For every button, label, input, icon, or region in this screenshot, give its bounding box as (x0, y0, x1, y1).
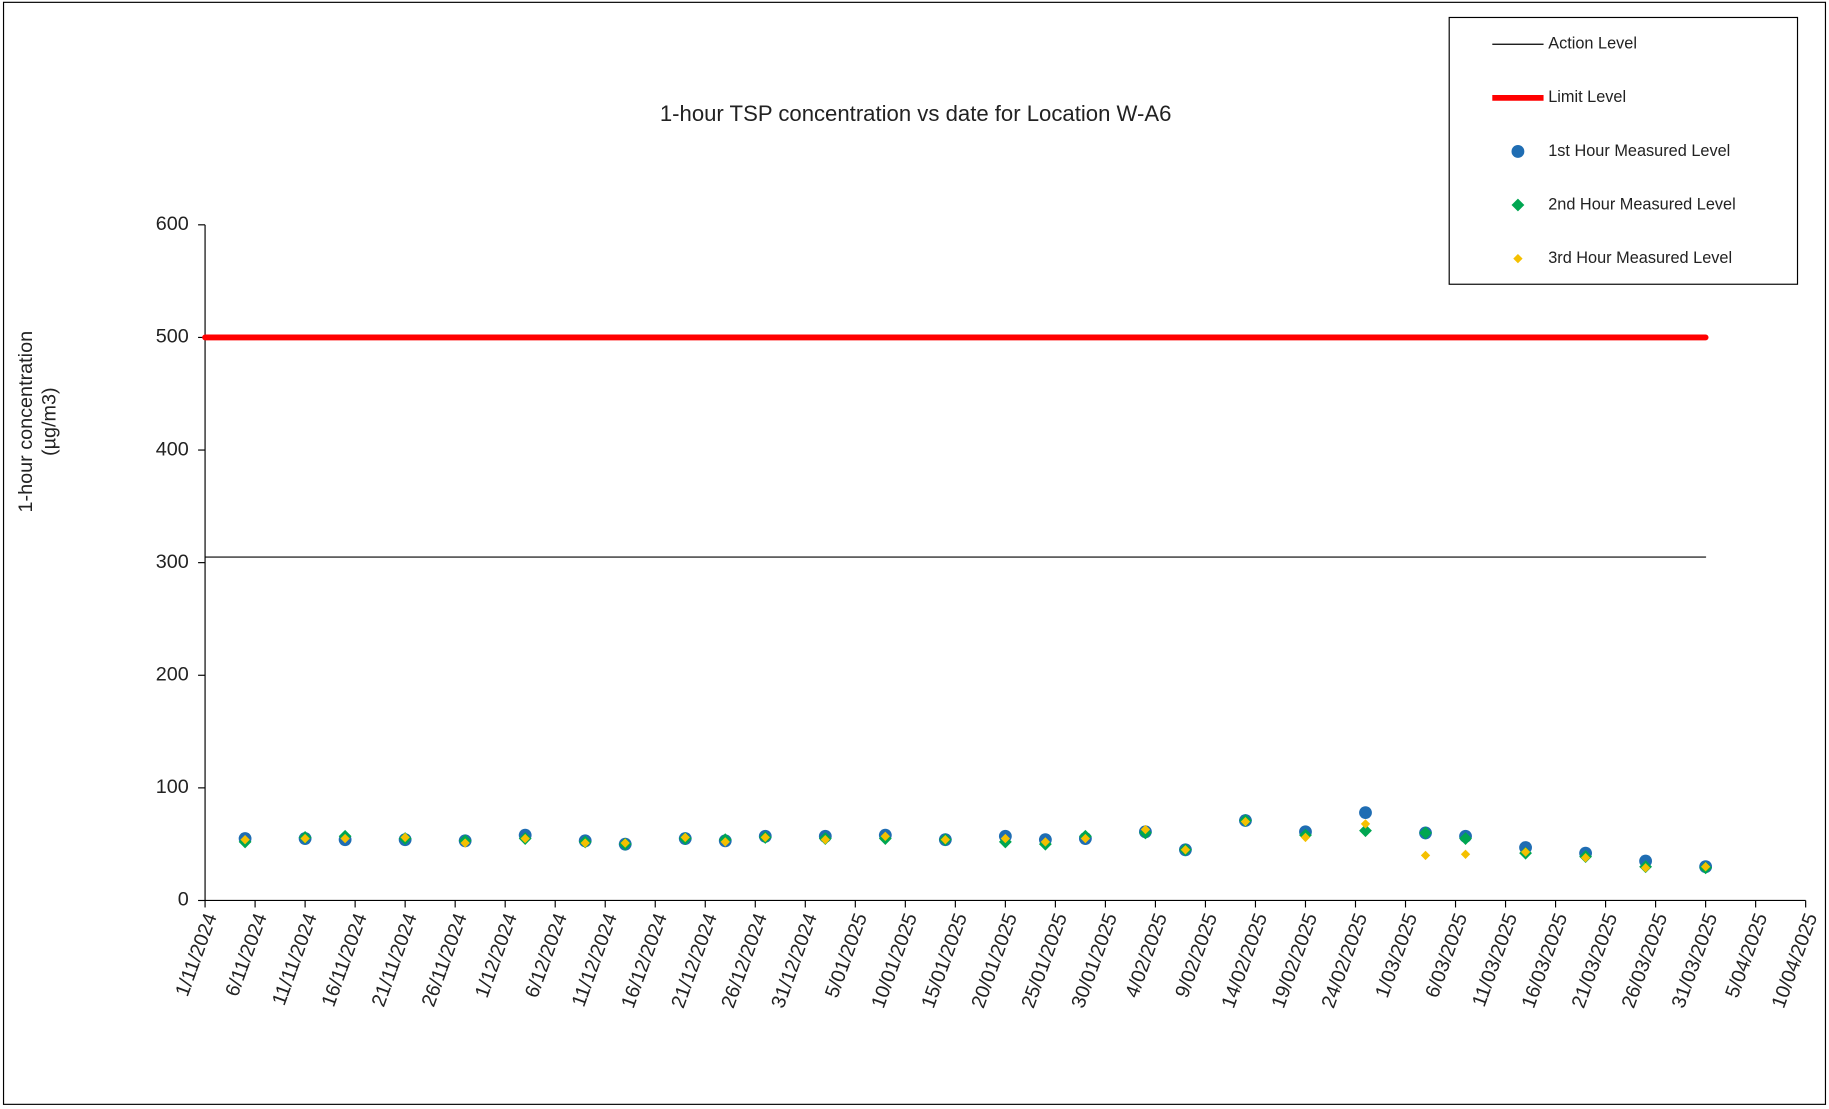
y-axis-title: 1-hour concentration (µg/m3) (15, 331, 60, 513)
point (1000, 833, 1011, 844)
point (580, 838, 590, 848)
y-tick-label: 400 (156, 438, 189, 460)
point (240, 835, 250, 845)
point (1080, 833, 1091, 844)
legend: Action Level Limit Level 1st Hour Measured… (1448, 16, 1799, 285)
point (1359, 806, 1372, 820)
legend-label: 1st Hour Measured Level (1548, 142, 1730, 160)
point (400, 832, 410, 843)
legend-label: Action Level (1548, 35, 1637, 53)
legend-swatch (1511, 198, 1525, 212)
point (1419, 826, 1432, 840)
y-axis-title-line: 1-hour concentration (15, 331, 37, 513)
point (460, 838, 470, 848)
point (1700, 862, 1711, 872)
legend-swatch (1511, 145, 1525, 158)
point (1360, 819, 1371, 829)
point (720, 837, 730, 847)
point (1180, 845, 1191, 855)
point (1420, 850, 1431, 861)
legend-label: 2nd Hour Measured Level (1548, 195, 1736, 213)
point (1640, 863, 1651, 873)
y-tick-label: 0 (178, 889, 189, 911)
y-tick-label: 200 (156, 663, 189, 685)
point (340, 833, 350, 844)
point (760, 832, 770, 843)
point (680, 832, 690, 843)
y-tick-label: 100 (156, 776, 189, 798)
point (1520, 847, 1531, 857)
point (620, 838, 630, 848)
point (1240, 816, 1251, 827)
y-tick-label: 600 (156, 213, 189, 235)
point (1359, 824, 1372, 838)
point (1140, 824, 1151, 835)
point (1040, 837, 1051, 847)
point (1580, 853, 1591, 863)
y-axis-title-line: (µg/m3) (38, 387, 60, 456)
y-tick-label: 300 (156, 551, 189, 573)
legend-label: 3rd Hour Measured Level (1548, 249, 1732, 267)
chart-title: 1-hour TSP concentration vs date for Loc… (660, 101, 1172, 126)
y-tick-label: 500 (156, 326, 189, 348)
point (940, 835, 951, 845)
point (820, 835, 830, 845)
point (520, 833, 530, 844)
legend-box (1448, 16, 1799, 285)
legend-label: Limit Level (1548, 88, 1626, 106)
point (300, 833, 310, 844)
point (1300, 832, 1311, 843)
point (880, 831, 890, 841)
point (1460, 849, 1471, 859)
